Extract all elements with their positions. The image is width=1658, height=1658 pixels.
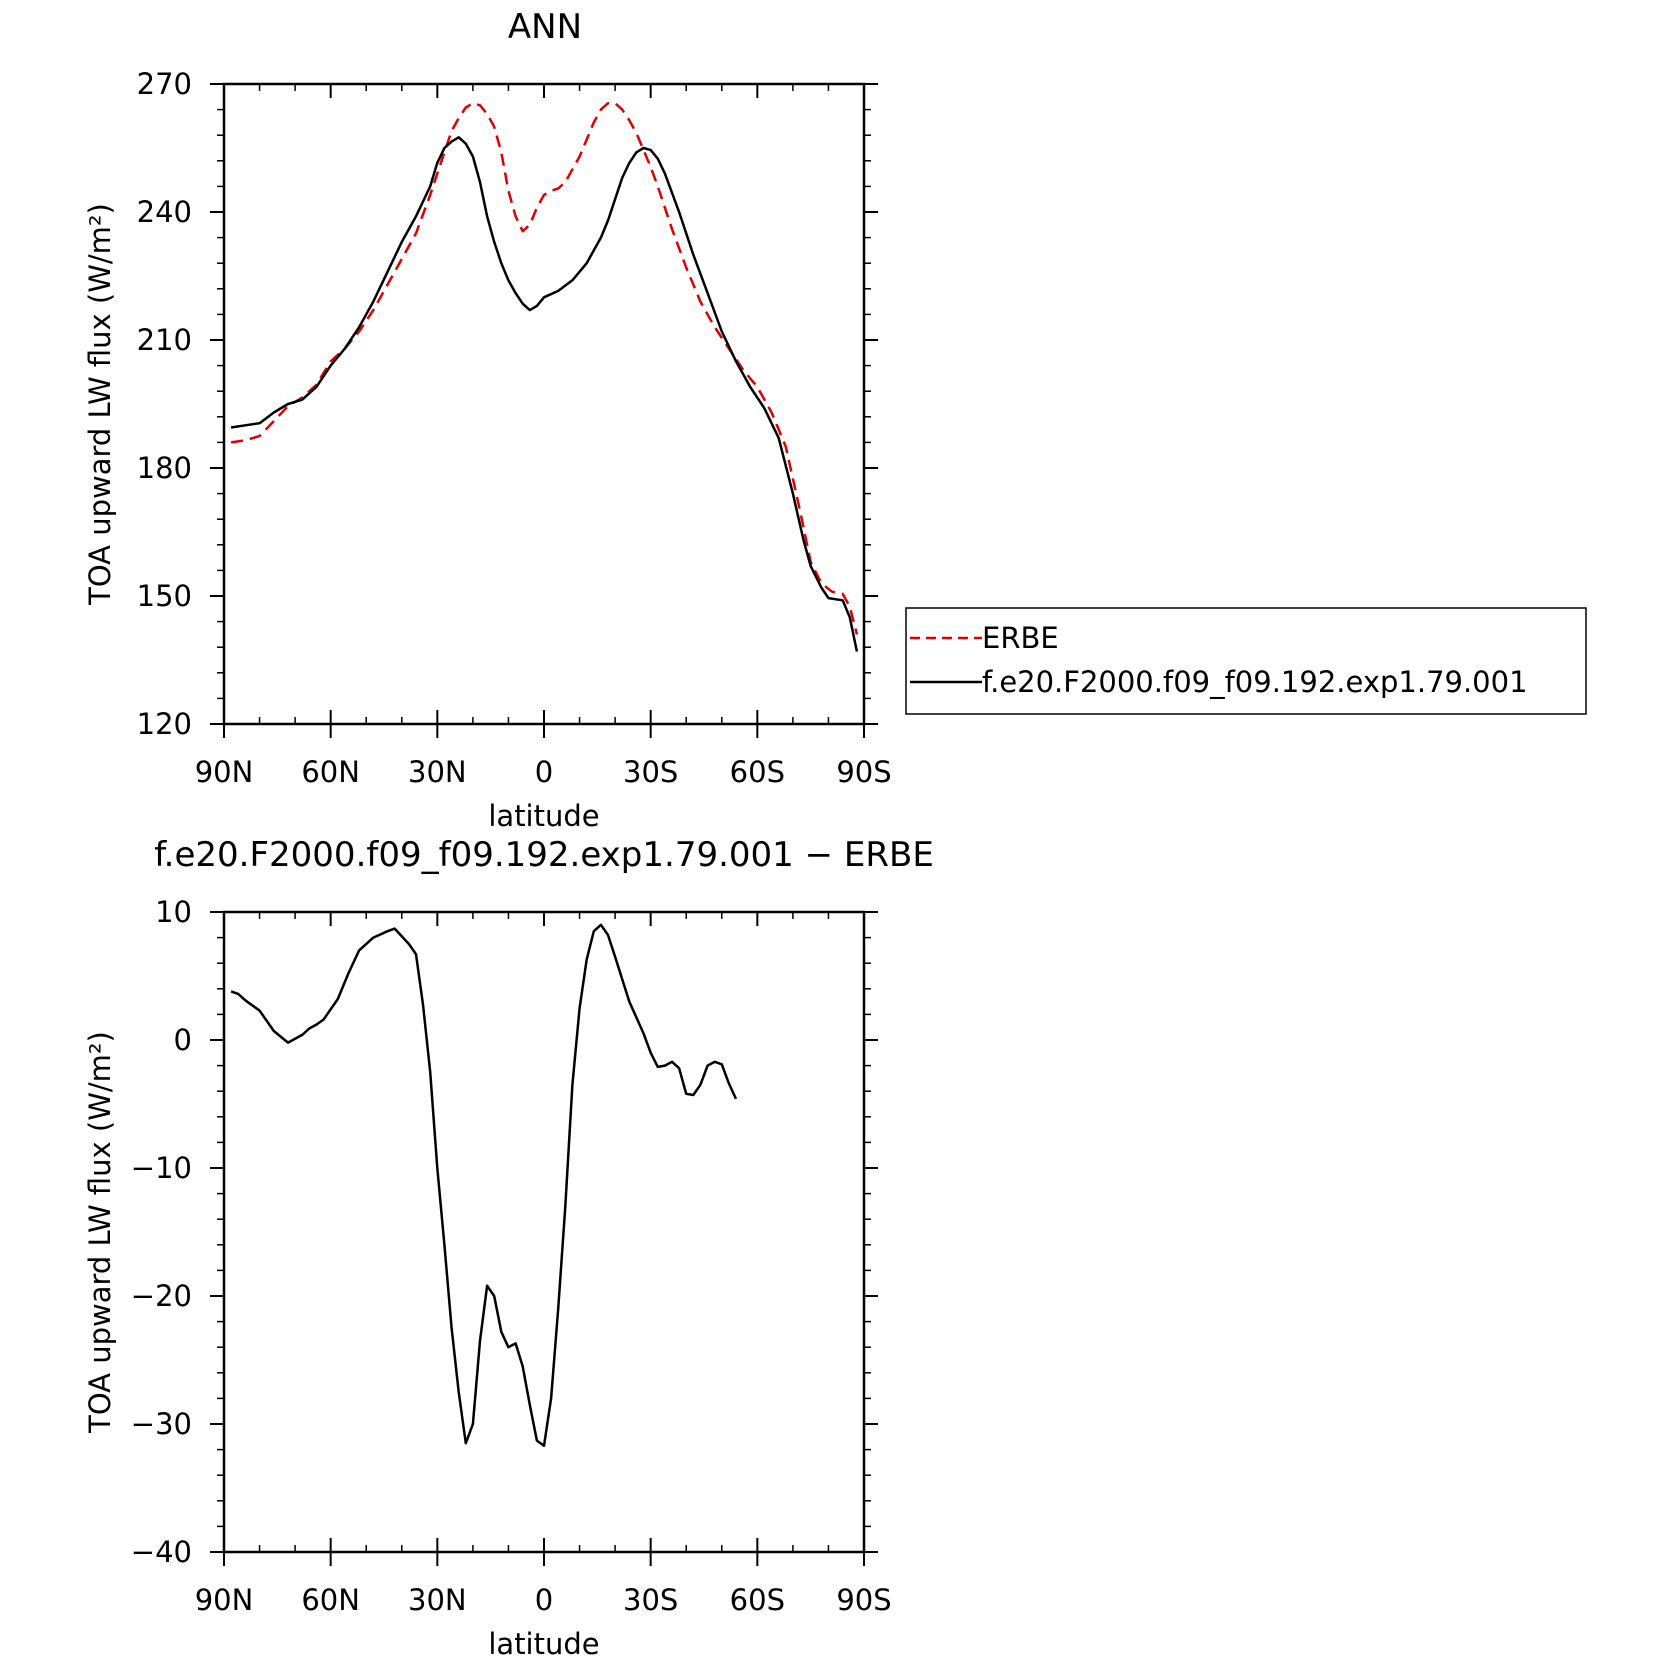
top-x-axis-label: latitude <box>488 799 599 833</box>
bottom-y-tick-label: −30 <box>131 1407 192 1441</box>
bottom-plot-frame <box>222 910 866 1554</box>
bottom-ticks <box>210 911 878 1566</box>
top-x-tick-label: 30S <box>623 755 678 789</box>
bottom-y-tick-label: 10 <box>155 895 192 929</box>
bottom-x-tick-label: 0 <box>535 1583 553 1617</box>
top-x-tick-label: 30N <box>408 755 467 789</box>
top-plot-frame <box>222 82 866 726</box>
top-y-tick-label: 180 <box>137 451 192 485</box>
legend-erbe-label: ERBE <box>982 621 1059 655</box>
bottom-y-tick-label: 0 <box>174 1023 192 1057</box>
bottom-y-axis-label: TOA upward LW flux (W/m²) <box>83 1031 117 1434</box>
legend-box <box>905 607 1587 715</box>
top-x-tick-label: 90S <box>836 755 891 789</box>
top-y-axis-label: TOA upward LW flux (W/m²) <box>83 203 117 606</box>
bottom-y-tick-label: −10 <box>131 1151 192 1185</box>
legend-model-label: f.e20.F2000.f09_f09.192.exp1.79.001 <box>982 665 1528 699</box>
bottom-series-line-0 <box>230 923 738 1448</box>
top-x-tick-label: 90N <box>195 755 254 789</box>
top-x-tick-label: 60S <box>730 755 785 789</box>
bottom-x-tick-label: 30N <box>408 1583 467 1617</box>
bottom-x-tick-label: 60S <box>730 1583 785 1617</box>
bottom-x-tick-label: 90S <box>836 1583 891 1617</box>
top-panel: ANN 90N 60N 30N 0 30S 60S 90S 120 150 180 210 240 2… <box>83 7 1587 833</box>
bottom-x-tick-label: 30S <box>623 1583 678 1617</box>
top-y-tick-label: 150 <box>137 579 192 613</box>
bottom-series-group <box>230 923 738 1448</box>
bottom-x-tick-labels: 90N 60N 30N 0 30S 60S 90S <box>195 1583 892 1617</box>
bottom-panel: f.e20.F2000.f09_f09.192.exp1.79.001 − ER… <box>83 835 934 1658</box>
top-y-tick-labels: 120 150 180 210 240 270 <box>137 67 192 741</box>
top-x-tick-labels: 90N 60N 30N 0 30S 60S 90S <box>195 755 892 789</box>
top-y-tick-label: 270 <box>137 67 192 101</box>
top-x-tick-label: 0 <box>535 755 553 789</box>
top-chart-title: ANN <box>508 7 582 47</box>
top-ticks <box>210 83 878 738</box>
top-y-tick-label: 120 <box>137 707 192 741</box>
bottom-y-tick-labels: −40 −30 −20 −10 0 10 <box>131 895 192 1569</box>
top-series-line-0 <box>230 101 859 635</box>
top-series-group <box>230 101 859 652</box>
top-x-tick-label: 60N <box>301 755 360 789</box>
legend: ERBE f.e20.F2000.f09_f09.192.exp1.79.001 <box>905 607 1587 715</box>
bottom-y-tick-label: −40 <box>131 1535 192 1569</box>
bottom-x-axis-label: latitude <box>488 1627 599 1658</box>
bottom-y-tick-label: −20 <box>131 1279 192 1313</box>
bottom-x-tick-label: 90N <box>195 1583 254 1617</box>
top-y-tick-label: 210 <box>137 323 192 357</box>
top-series-line-1 <box>230 136 859 652</box>
bottom-x-tick-label: 60N <box>301 1583 360 1617</box>
bottom-chart-title: f.e20.F2000.f09_f09.192.exp1.79.001 − ER… <box>154 835 934 875</box>
top-y-tick-label: 240 <box>137 195 192 229</box>
